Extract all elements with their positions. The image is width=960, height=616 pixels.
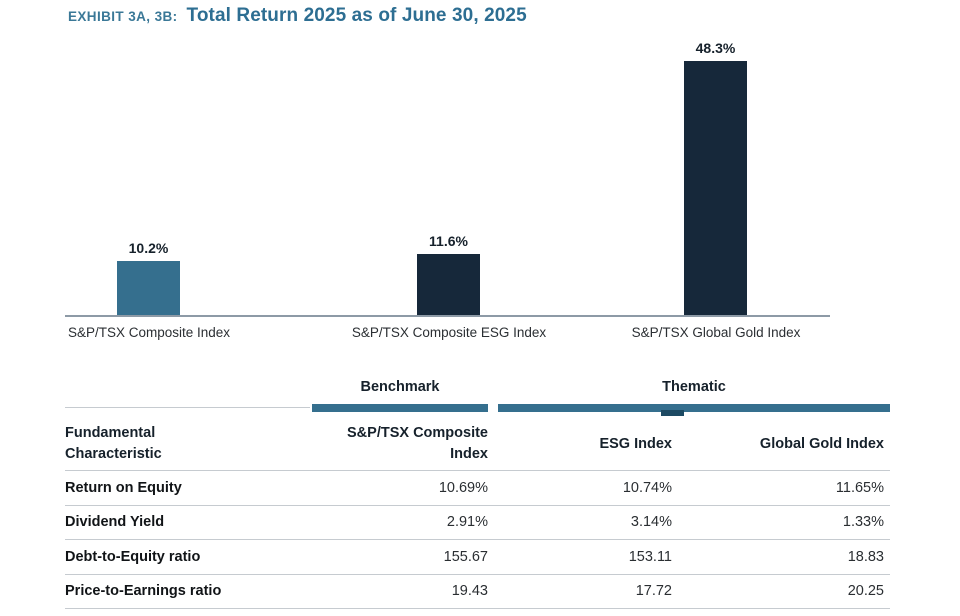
row-label: Price-to-Earnings ratio	[65, 583, 222, 600]
cell-esg: 10.74%	[622, 479, 672, 496]
cell-gold: 18.83	[847, 548, 884, 565]
exhibit-label: EXHIBIT 3A, 3B:	[68, 9, 178, 24]
column-header-esg: ESG Index	[599, 435, 672, 452]
group-header-thematic: Thematic	[662, 379, 726, 395]
row-label: Dividend Yield	[65, 514, 165, 531]
table-row-debt-to-equity: Debt-to-Equity ratio 155.67 153.11 18.83	[65, 540, 890, 575]
cell-esg: 153.11	[628, 548, 672, 565]
row-label: Debt-to-Equity ratio	[65, 548, 201, 565]
table-row-price-to-earnings: Price-to-Earnings ratio 19.43 17.72 20.2…	[65, 575, 890, 609]
bar-group-esg: 11.6%	[417, 30, 480, 315]
cell-composite: 10.69%	[438, 479, 488, 496]
category-label-composite: S&P/TSX Composite Index	[67, 325, 231, 340]
cell-composite: 19.43	[451, 583, 488, 600]
cell-gold: 20.25	[847, 583, 884, 600]
cell-composite: 2.91%	[446, 514, 488, 531]
x-axis-line	[65, 315, 830, 317]
table-row-dividend-yield: Dividend Yield 2.91% 3.14% 1.33%	[65, 506, 890, 540]
bar-value-label: 10.2%	[128, 240, 169, 256]
column-header-row: Fundamental Characteristic S&P/TSX Compo…	[65, 420, 890, 468]
column-header-characteristic: Fundamental Characteristic	[65, 425, 162, 462]
thematic-underline-bar	[498, 404, 890, 412]
bar-esg-index	[417, 254, 480, 315]
page-title: EXHIBIT 3A, 3B: Total Return 2025 as of …	[68, 5, 527, 27]
cell-gold: 11.65%	[835, 479, 884, 496]
bar-group-gold: 48.3%	[684, 30, 747, 315]
thematic-notch	[661, 410, 684, 416]
bar-group-composite: 10.2%	[117, 30, 180, 315]
group-header-benchmark: Benchmark	[360, 379, 440, 395]
cell-esg: 3.14%	[630, 514, 672, 531]
category-label-gold: S&P/TSX Global Gold Index	[631, 325, 801, 340]
cell-composite: 155.67	[443, 548, 488, 565]
row-label: Return on Equity	[65, 479, 182, 496]
benchmark-underline-bar	[312, 404, 488, 412]
cell-esg: 17.72	[635, 583, 672, 600]
header-rule-left	[65, 407, 310, 408]
bar-value-label: 11.6%	[429, 233, 468, 249]
table-body: Return on Equity 10.69% 10.74% 11.65% Di…	[65, 470, 890, 609]
category-label-esg: S&P/TSX Composite ESG Index	[351, 325, 547, 340]
chart-title: Total Return 2025 as of June 30, 2025	[186, 5, 527, 26]
bar-gold-index	[684, 61, 747, 315]
column-header-composite: S&P/TSX Composite Index	[347, 425, 488, 462]
bar-composite-index	[117, 261, 180, 315]
table-row-return-on-equity: Return on Equity 10.69% 10.74% 11.65%	[65, 471, 890, 506]
total-return-bar-chart: 10.2% 11.6% 48.3% S&P/TSX Composite Inde…	[65, 30, 830, 340]
bar-value-label: 48.3%	[695, 40, 736, 56]
column-header-gold: Global Gold Index	[759, 435, 884, 452]
cell-gold: 1.33%	[842, 514, 884, 531]
